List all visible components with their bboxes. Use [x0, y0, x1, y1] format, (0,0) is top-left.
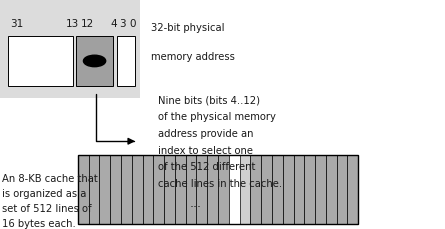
Text: 31: 31 [10, 19, 23, 29]
Text: index to select one: index to select one [158, 145, 253, 155]
Text: memory address: memory address [151, 52, 235, 62]
FancyBboxPatch shape [0, 0, 140, 98]
FancyBboxPatch shape [132, 155, 142, 224]
FancyBboxPatch shape [121, 155, 132, 224]
Text: of the physical memory: of the physical memory [158, 112, 276, 122]
FancyBboxPatch shape [76, 37, 113, 87]
FancyBboxPatch shape [207, 155, 218, 224]
FancyBboxPatch shape [218, 155, 229, 224]
FancyBboxPatch shape [337, 155, 348, 224]
Text: is organized as a: is organized as a [2, 188, 87, 198]
Text: 32-bit physical: 32-bit physical [151, 22, 225, 32]
FancyBboxPatch shape [89, 155, 99, 224]
FancyBboxPatch shape [117, 37, 135, 87]
FancyBboxPatch shape [239, 155, 251, 224]
Text: 13: 13 [66, 19, 79, 29]
FancyBboxPatch shape [283, 155, 294, 224]
FancyBboxPatch shape [326, 155, 337, 224]
Text: Nine bits (bits 4..12): Nine bits (bits 4..12) [158, 95, 260, 106]
FancyBboxPatch shape [142, 155, 154, 224]
FancyBboxPatch shape [164, 155, 175, 224]
FancyBboxPatch shape [294, 155, 304, 224]
FancyBboxPatch shape [78, 155, 89, 224]
Text: 16 bytes each.: 16 bytes each. [2, 218, 76, 228]
FancyBboxPatch shape [197, 155, 207, 224]
FancyBboxPatch shape [99, 155, 110, 224]
FancyBboxPatch shape [251, 155, 261, 224]
Text: cache lines in the cache.: cache lines in the cache. [158, 178, 282, 188]
FancyBboxPatch shape [304, 155, 315, 224]
Text: of the 512 different: of the 512 different [158, 161, 255, 171]
FancyBboxPatch shape [261, 155, 272, 224]
Text: 0: 0 [129, 19, 136, 29]
FancyBboxPatch shape [110, 155, 121, 224]
FancyBboxPatch shape [315, 155, 326, 224]
Text: 3: 3 [119, 19, 126, 29]
FancyBboxPatch shape [186, 155, 197, 224]
Text: address provide an: address provide an [158, 128, 254, 138]
FancyBboxPatch shape [8, 37, 73, 87]
FancyBboxPatch shape [348, 155, 358, 224]
Text: set of 512 lines of: set of 512 lines of [2, 203, 92, 213]
FancyBboxPatch shape [154, 155, 164, 224]
Text: 4: 4 [110, 19, 117, 29]
Circle shape [84, 56, 106, 67]
Text: 12: 12 [81, 19, 94, 29]
Text: ...: ... [190, 196, 202, 209]
Text: An 8-KB cache that: An 8-KB cache that [2, 173, 98, 183]
FancyBboxPatch shape [272, 155, 283, 224]
FancyBboxPatch shape [175, 155, 186, 224]
